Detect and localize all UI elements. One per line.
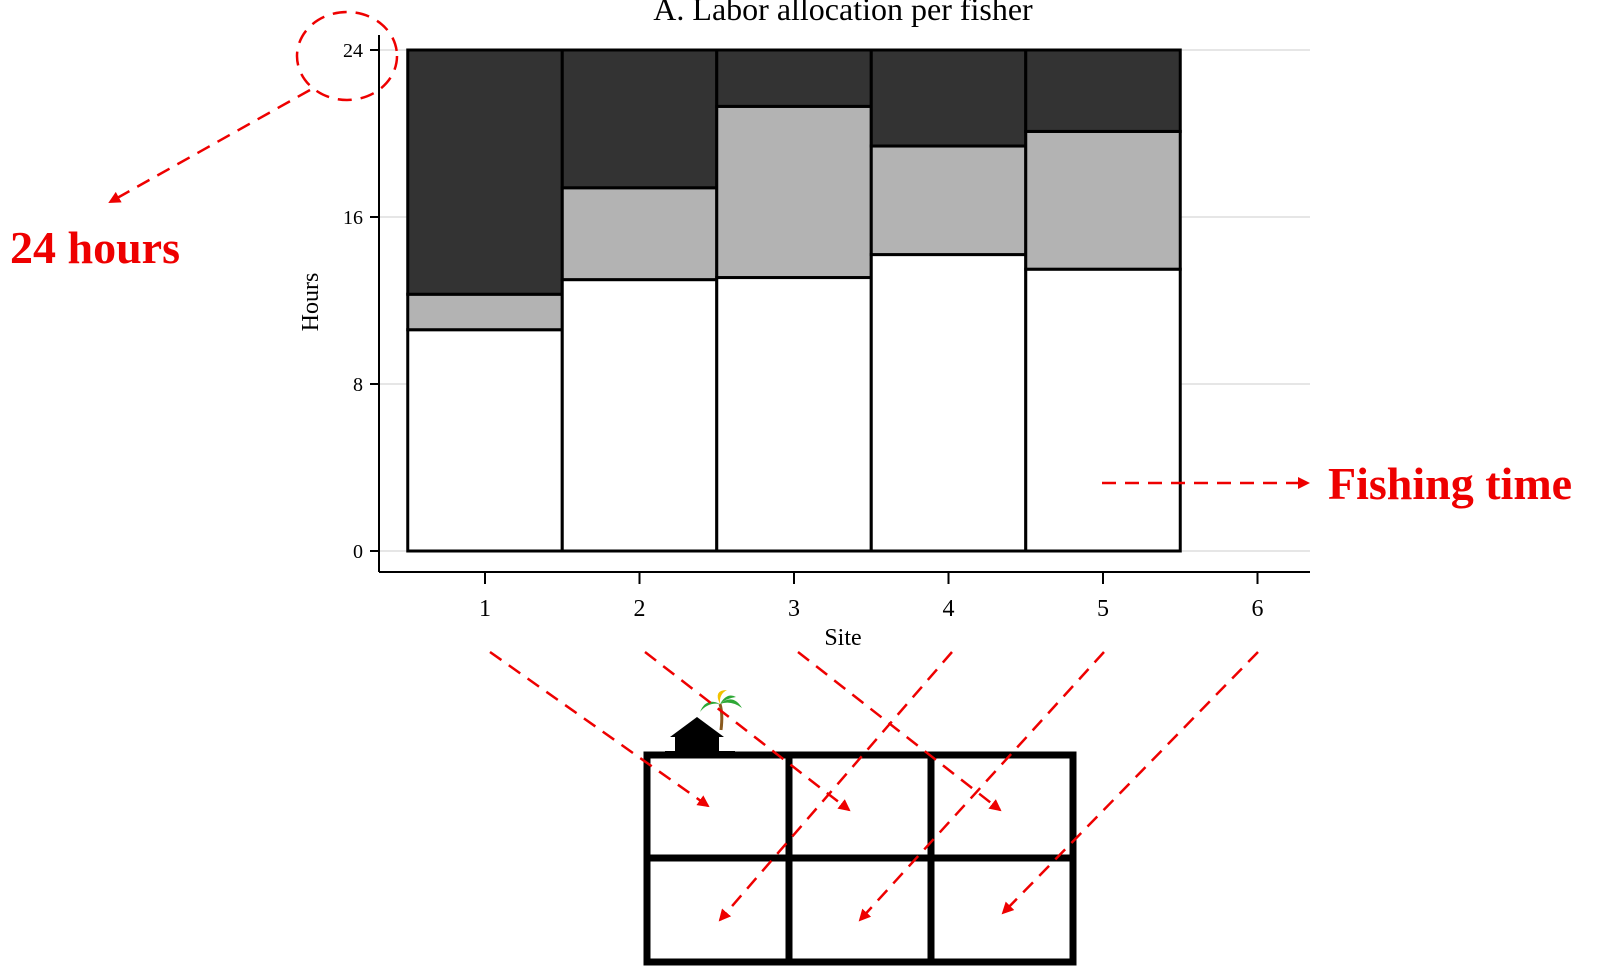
fishing-time-label: Fishing time (1328, 458, 1572, 509)
y-tick-label: 0 (353, 541, 363, 563)
x-axis: 1 2 3 4 5 6 (379, 571, 1310, 622)
y-tick-label: 16 (343, 207, 363, 229)
y-tick-label: 24 (343, 40, 363, 62)
bar-site-1-segment-1 (406, 328, 564, 553)
bar-site-3-segment-3 (715, 48, 873, 108)
site-cell-4 (643, 854, 793, 966)
site-2-arrow (644, 651, 851, 812)
x-tick-label: 6 (1252, 596, 1264, 622)
bar-site-4-segment-3 (869, 48, 1028, 148)
chart-title: A. Labor allocation per fisher (653, 0, 1033, 27)
palm-tree-icon (700, 690, 742, 731)
site-3-arrow (797, 651, 1002, 812)
site-grid-map (643, 690, 1077, 966)
site-6-arrow (1001, 651, 1259, 915)
y-tick-label: 8 (353, 374, 363, 396)
x-tick-label: 4 (943, 596, 955, 622)
bar-site-4-segment-1 (869, 253, 1028, 553)
x-tick-label: 1 (479, 596, 491, 622)
hut-icon (665, 717, 735, 756)
site-5-arrow (858, 651, 1105, 922)
site-cell-1 (643, 751, 793, 862)
bar-site-2-segment-2 (560, 186, 719, 282)
site-1-arrow (489, 650, 710, 808)
site-4-arrow (718, 651, 953, 922)
bar-site-5-segment-2 (1024, 129, 1182, 271)
bar-site-3-segment-2 (715, 104, 873, 280)
site-cell-2 (785, 751, 935, 862)
bar-site-4-segment-2 (869, 144, 1028, 257)
bar-site-1-segment-3 (406, 48, 564, 296)
site-mapping-arrows (489, 650, 1259, 922)
bar-site-1-segment-2 (406, 292, 564, 332)
x-tick-label: 2 (634, 596, 646, 622)
bar-site-2-segment-1 (560, 278, 719, 553)
y-axis: 0 8 16 24 (343, 35, 380, 572)
bar-site-5-segment-1 (1024, 267, 1182, 553)
24-hours-label: 24 hours (10, 222, 180, 273)
site-cell-5 (785, 854, 935, 966)
y-axis-label: Hours (298, 273, 324, 332)
x-tick-label: 5 (1097, 596, 1109, 622)
bar-site-2-segment-3 (560, 48, 719, 190)
bar-site-5-segment-3 (1024, 48, 1182, 133)
x-tick-label: 3 (788, 596, 800, 622)
bar-site-3-segment-1 (715, 276, 873, 553)
site-cell-6 (927, 854, 1077, 966)
stacked-bars (406, 48, 1182, 553)
site-cell-3 (927, 751, 1077, 862)
x-axis-label: Site (824, 625, 861, 651)
24-hours-arrow (108, 88, 311, 204)
24-hours-highlight-circle (295, 10, 399, 102)
